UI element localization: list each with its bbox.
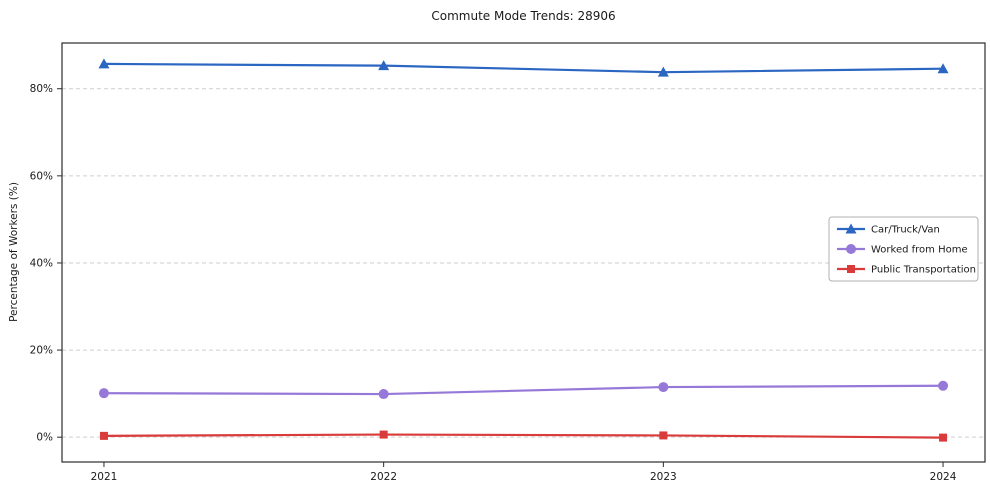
legend: Car/Truck/Van Worked from Home Public Tran…	[828, 216, 979, 282]
series-line	[102, 433, 945, 439]
square-marker	[379, 430, 388, 439]
y-tick-label: 0%	[36, 432, 53, 444]
circle-marker	[938, 380, 949, 391]
series-public-transportation	[99, 430, 948, 442]
legend-entry-worked-from-home: Worked from Home	[837, 244, 968, 256]
x-tick-label: 2021	[91, 471, 118, 483]
square-marker	[939, 433, 948, 442]
y-tick-label: 60%	[30, 170, 53, 182]
legend-box	[828, 216, 979, 282]
square-marker	[99, 431, 108, 440]
circle-marker	[658, 382, 669, 393]
triangle-marker	[657, 66, 669, 77]
triangle-marker	[937, 63, 949, 74]
square-marker	[659, 431, 668, 440]
square-marker	[847, 265, 855, 273]
triangle-marker	[98, 58, 110, 69]
legend-label: Worked from Home	[871, 245, 968, 256]
y-tick-label: 80%	[30, 83, 53, 95]
plot-border	[61, 42, 986, 463]
triangle-marker	[378, 60, 390, 71]
y-tick-label: 40%	[30, 257, 53, 269]
circle-marker	[378, 389, 389, 400]
legend-entry-public-transportation: Public Transportation	[837, 265, 976, 276]
x-tick-label: 2023	[650, 471, 677, 483]
circle-marker	[98, 388, 109, 399]
series-line	[102, 62, 945, 74]
circle-marker	[846, 244, 856, 254]
legend-label: Car/Truck/Van	[871, 225, 940, 236]
legend-entry-car-truck-van: Car/Truck/Van	[837, 223, 940, 236]
x-tick-label: 2022	[370, 471, 397, 483]
triangle-marker	[845, 223, 857, 234]
y-tick-label: 20%	[30, 345, 53, 357]
legend-label: Public Transportation	[871, 265, 976, 276]
y-axis-label: Percentage of Workers (%)	[8, 182, 20, 322]
x-tick-label: 2024	[930, 471, 957, 483]
series-car-truck-van	[98, 58, 949, 77]
series-worked-from-home	[98, 380, 949, 400]
series-line	[102, 384, 945, 396]
chart-title: Commute Mode Trends: 28906	[431, 9, 616, 23]
